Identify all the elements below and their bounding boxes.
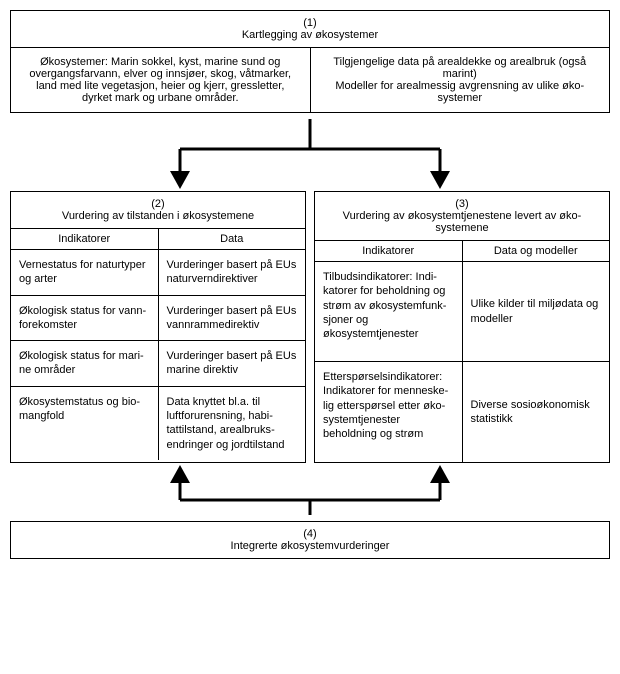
box-3-leftcol: Tilbudsindikatorer: Indi­katorer for beh… (315, 262, 463, 462)
box-1-body: Økosystemer: Marin sokkel, kyst, marine … (11, 48, 609, 112)
box-3-col1: Indikatorer (315, 241, 463, 261)
table-row: Data knyttet bl.a. til luftforurensning,… (159, 387, 306, 460)
box-1-num: (1) (19, 17, 601, 29)
box-2-leftcol: Vernestatus for naturtyper og arter Økol… (11, 250, 159, 460)
box-2-col2: Data (159, 229, 306, 249)
arrow-down-split-icon (100, 119, 520, 189)
table-row: Vernestatus for naturtyper og arter (11, 250, 158, 296)
table-row: Vurderinger basert på EUs marine direkti… (159, 341, 306, 387)
box-3-header: (3) Vurdering av økosystemtjenestene lev… (315, 192, 609, 241)
box-4-integrated: (4) Integrerte økosystemvurderinger (10, 521, 610, 559)
table-row: Økologisk status for vann­forekomster (11, 296, 158, 342)
box-3-services: (3) Vurdering av økosystemtjenestene lev… (314, 191, 610, 463)
box-1-header: (1) Kartlegging av økosystemer (11, 11, 609, 48)
box-1-right: Tilgjengelige data på arealdekke og area… (311, 48, 610, 112)
box-3-rightcol: Ulike kilder til miljø­data og modeller … (463, 262, 610, 462)
table-row: Ulike kilder til miljø­data og modeller (463, 262, 610, 362)
arrow-up-merge (10, 465, 610, 515)
box-3-col2: Data og modeller (463, 241, 610, 261)
box-3-body: Tilbudsindikatorer: Indi­katorer for beh… (315, 262, 609, 462)
table-row: Vurderinger basert på EUs vannrammedirek… (159, 296, 306, 342)
box-2-col-headers: Indikatorer Data (11, 229, 305, 250)
box-1-right-line1: Tilgjengelige data på arealdekke og area… (333, 56, 586, 80)
box-1-mapping: (1) Kartlegging av økosystemer Økosystem… (10, 10, 610, 113)
box-2-rightcol: Vurderinger basert på EUs naturverndirek… (159, 250, 306, 460)
table-row: Diverse sosio­økonomisk statistikk (463, 362, 610, 462)
table-row: Etterspørselsindikatorer: Indikatorer fo… (315, 362, 462, 462)
box-4-title: Integrerte økosystemvurderinger (231, 540, 390, 552)
box-3-title: Vurdering av økosystemtjenestene levert … (343, 210, 582, 234)
middle-row: (2) Vurdering av tilstanden i økosysteme… (10, 191, 610, 463)
box-3-col-headers: Indikatorer Data og modeller (315, 241, 609, 262)
table-row: Tilbudsindikatorer: Indi­katorer for beh… (315, 262, 462, 362)
arrow-down-split (10, 119, 610, 189)
table-row: Vurderinger basert på EUs naturverndirek… (159, 250, 306, 296)
box-2-col1: Indikatorer (11, 229, 159, 249)
box-3-num: (3) (323, 198, 601, 210)
box-2-header: (2) Vurdering av tilstanden i økosysteme… (11, 192, 305, 229)
box-4-header: (4) Integrerte økosystemvurderinger (11, 522, 609, 558)
box-1-right-line2: Modeller for arealmessig avgrensning av … (335, 80, 584, 104)
box-2-title: Vurdering av tilstanden i økosystemene (62, 210, 254, 222)
table-row: Økosystemstatus og bio­mangfold (11, 387, 158, 460)
box-2-body: Vernestatus for naturtyper og arter Økol… (11, 250, 305, 460)
box-4-num: (4) (19, 528, 601, 540)
table-row: Økologisk status for mari­ne områder (11, 341, 158, 387)
box-1-left: Økosystemer: Marin sokkel, kyst, marine … (11, 48, 311, 112)
arrow-up-merge-icon (100, 465, 520, 515)
box-2-num: (2) (19, 198, 297, 210)
box-1-title: Kartlegging av økosystemer (242, 29, 378, 41)
box-2-condition: (2) Vurdering av tilstanden i økosysteme… (10, 191, 306, 463)
